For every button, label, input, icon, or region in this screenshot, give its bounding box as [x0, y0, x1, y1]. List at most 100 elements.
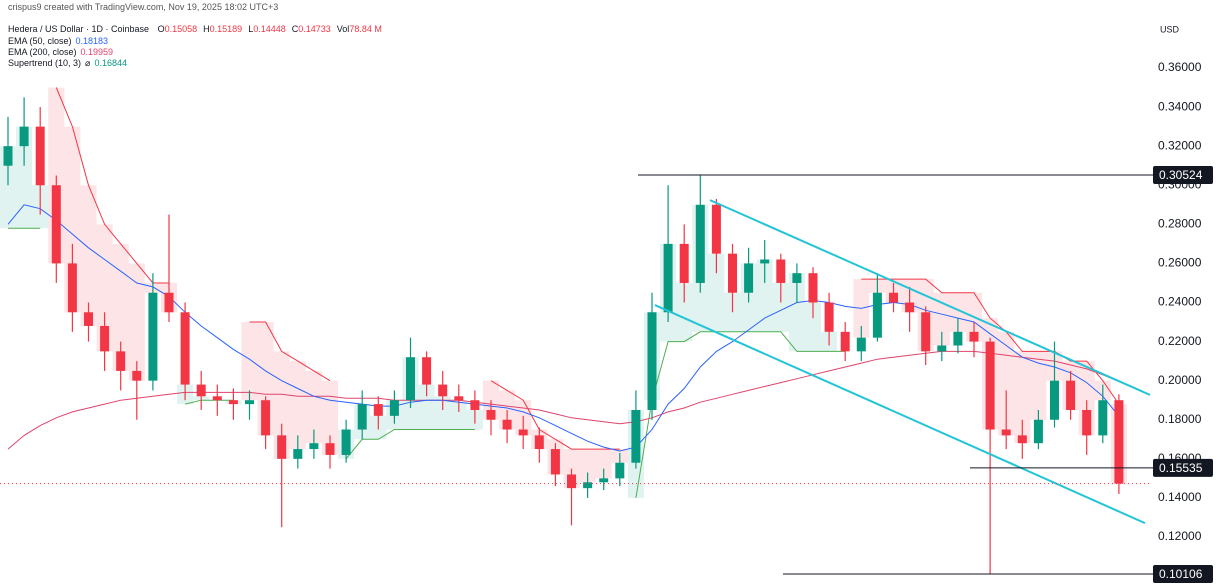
y-tick-label: 0.18000	[1158, 412, 1202, 426]
candle-body	[744, 263, 754, 293]
ohlc-item: L0.14448	[248, 24, 290, 34]
supertrend-fill	[16, 126, 33, 229]
indicator-name: EMA (200, close)	[8, 47, 77, 57]
candle-body	[872, 292, 882, 338]
candle-body	[969, 331, 979, 342]
indicator-value: 0.18183	[75, 36, 109, 46]
candle-body	[534, 435, 544, 450]
ohlc-value: 0.14448	[253, 24, 286, 34]
supertrend-fill	[772, 282, 789, 332]
candle-body	[389, 400, 399, 416]
candle-body	[840, 331, 850, 352]
indicator-row: Supertrend (10, 3) ⌀ 0.16844	[8, 58, 129, 69]
candle-body	[180, 312, 190, 385]
level-label: 0.30524	[1159, 168, 1203, 182]
candle-body	[261, 400, 271, 436]
candle-body	[518, 429, 528, 436]
candle-body	[132, 370, 142, 381]
ema50-line	[7, 204, 1120, 452]
supertrend-fill	[0, 146, 17, 229]
supertrend-fill	[804, 302, 822, 352]
supertrend-fill	[579, 449, 596, 483]
candle-body	[953, 331, 963, 346]
candle-body	[615, 462, 625, 479]
candle-body	[695, 204, 705, 283]
candle-body	[196, 384, 206, 397]
symbol-row: Hedera / US Dollar · 1D · Coinbase O0.15…	[8, 24, 388, 34]
candle-body	[776, 259, 786, 283]
candle-body	[647, 312, 657, 410]
candle-body	[1082, 409, 1092, 436]
candle-body	[599, 478, 609, 483]
candle-body	[51, 185, 61, 264]
candle-body	[711, 204, 721, 254]
candle-body	[502, 419, 512, 430]
ohlc-value: 78.84 M	[349, 24, 382, 34]
supertrend-fill	[418, 384, 435, 430]
candle-body	[164, 292, 174, 313]
candle-body	[438, 384, 448, 397]
ohlc-value: 0.14733	[298, 24, 331, 34]
supertrend-fill	[112, 243, 129, 371]
indicator-row: EMA (50, close) 0.18183	[8, 36, 110, 46]
supertrend-fill	[756, 259, 773, 332]
supertrend-fill	[708, 253, 725, 332]
candle-body	[293, 449, 303, 459]
y-tick-label: 0.20000	[1158, 373, 1202, 387]
channel-upper	[709, 199, 1151, 396]
y-tick-label: 0.32000	[1158, 138, 1202, 152]
candle-body	[341, 429, 351, 455]
ohlc-item: O0.15058	[158, 24, 202, 34]
candle-body	[679, 243, 689, 283]
supertrend-fill	[241, 322, 258, 401]
supertrend-fill	[998, 331, 1015, 436]
candle-body	[631, 409, 641, 463]
y-tick-label: 0.14000	[1158, 490, 1202, 504]
candle-body	[67, 263, 77, 313]
candle-body	[100, 325, 110, 352]
channel-lower	[654, 304, 1146, 525]
credit: crispus9 created with TradingView.com, N…	[8, 2, 279, 12]
supertrend-fill	[289, 361, 306, 450]
indicator-value: 0.16844	[94, 58, 128, 68]
y-tick-label: 0.26000	[1158, 256, 1202, 270]
candle-body	[422, 357, 432, 385]
level-label: 0.10106	[1159, 567, 1203, 581]
y-tick-label: 0.36000	[1158, 60, 1202, 74]
candle-body	[1066, 380, 1076, 410]
supertrend-fill	[1030, 351, 1047, 420]
ohlc-key: O	[157, 24, 165, 34]
supertrend-fill	[949, 292, 966, 332]
ema200-line	[7, 350, 1120, 450]
candle-body	[1001, 429, 1011, 436]
candle-body	[808, 273, 818, 303]
candle-body	[728, 253, 737, 293]
candle-body	[406, 357, 415, 401]
candle-body	[148, 292, 158, 381]
supertrend-fill	[80, 185, 97, 326]
supertrend-fill	[933, 292, 950, 346]
candle-body	[325, 443, 335, 455]
candle-body	[454, 396, 464, 401]
candle-body	[583, 482, 593, 489]
candle-body	[357, 404, 367, 430]
y-tick-label: 0.28000	[1158, 217, 1202, 231]
candle-body	[245, 400, 254, 405]
candle-body	[1050, 380, 1059, 420]
level-badge	[1153, 166, 1213, 185]
ohlc-value: 0.15058	[164, 24, 198, 34]
ohlc-item: H0.15189	[203, 24, 246, 34]
supertrend-fill	[434, 396, 451, 430]
supertrend-down-line	[55, 87, 1120, 450]
candle-body	[373, 404, 383, 416]
supertrend-up-line	[8, 227, 846, 498]
candle-body	[309, 443, 319, 450]
supertrend-fill	[450, 400, 467, 430]
indicator-name: Supertrend (10, 3)	[8, 58, 82, 68]
supertrend-fill	[595, 449, 612, 479]
candle-body	[19, 126, 29, 147]
y-tick-label: 0.22000	[1158, 334, 1202, 348]
candle-body	[1098, 400, 1108, 436]
ohlc-item: C0.14733	[292, 24, 335, 34]
